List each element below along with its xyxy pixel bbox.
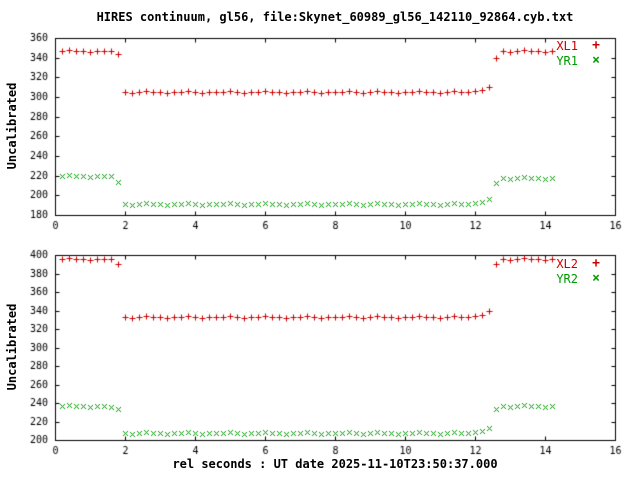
legend-item-yr2: YR2 × [556, 271, 606, 286]
legend-panel-top: XL1 + YR1 × [556, 38, 606, 68]
plus-marker-icon: + [592, 38, 600, 53]
chart-title: HIRES continuum, gl56, file:Skynet_60989… [96, 10, 574, 24]
cross-marker-icon: × [592, 271, 600, 286]
y-axis-label-bottom: Uncalibrated [5, 303, 19, 391]
plus-marker-icon: + [592, 256, 600, 271]
y-axis-label-top: Uncalibrated [5, 82, 19, 170]
x-axis-label: rel seconds : UT date 2025-11-10T23:50:3… [172, 457, 498, 471]
legend-panel-bottom: XL2 + YR2 × [556, 256, 606, 286]
cross-marker-icon: × [592, 53, 600, 68]
legend-item-xl2: XL2 + [556, 256, 606, 271]
legend-label-yr2: YR2 [556, 271, 578, 286]
legend-label-yr1: YR1 [556, 53, 578, 68]
legend-item-xl1: XL1 + [556, 38, 606, 53]
legend-item-yr1: YR1 × [556, 53, 606, 68]
legend-label-xl1: XL1 [556, 38, 578, 53]
legend-label-xl2: XL2 [556, 256, 578, 271]
